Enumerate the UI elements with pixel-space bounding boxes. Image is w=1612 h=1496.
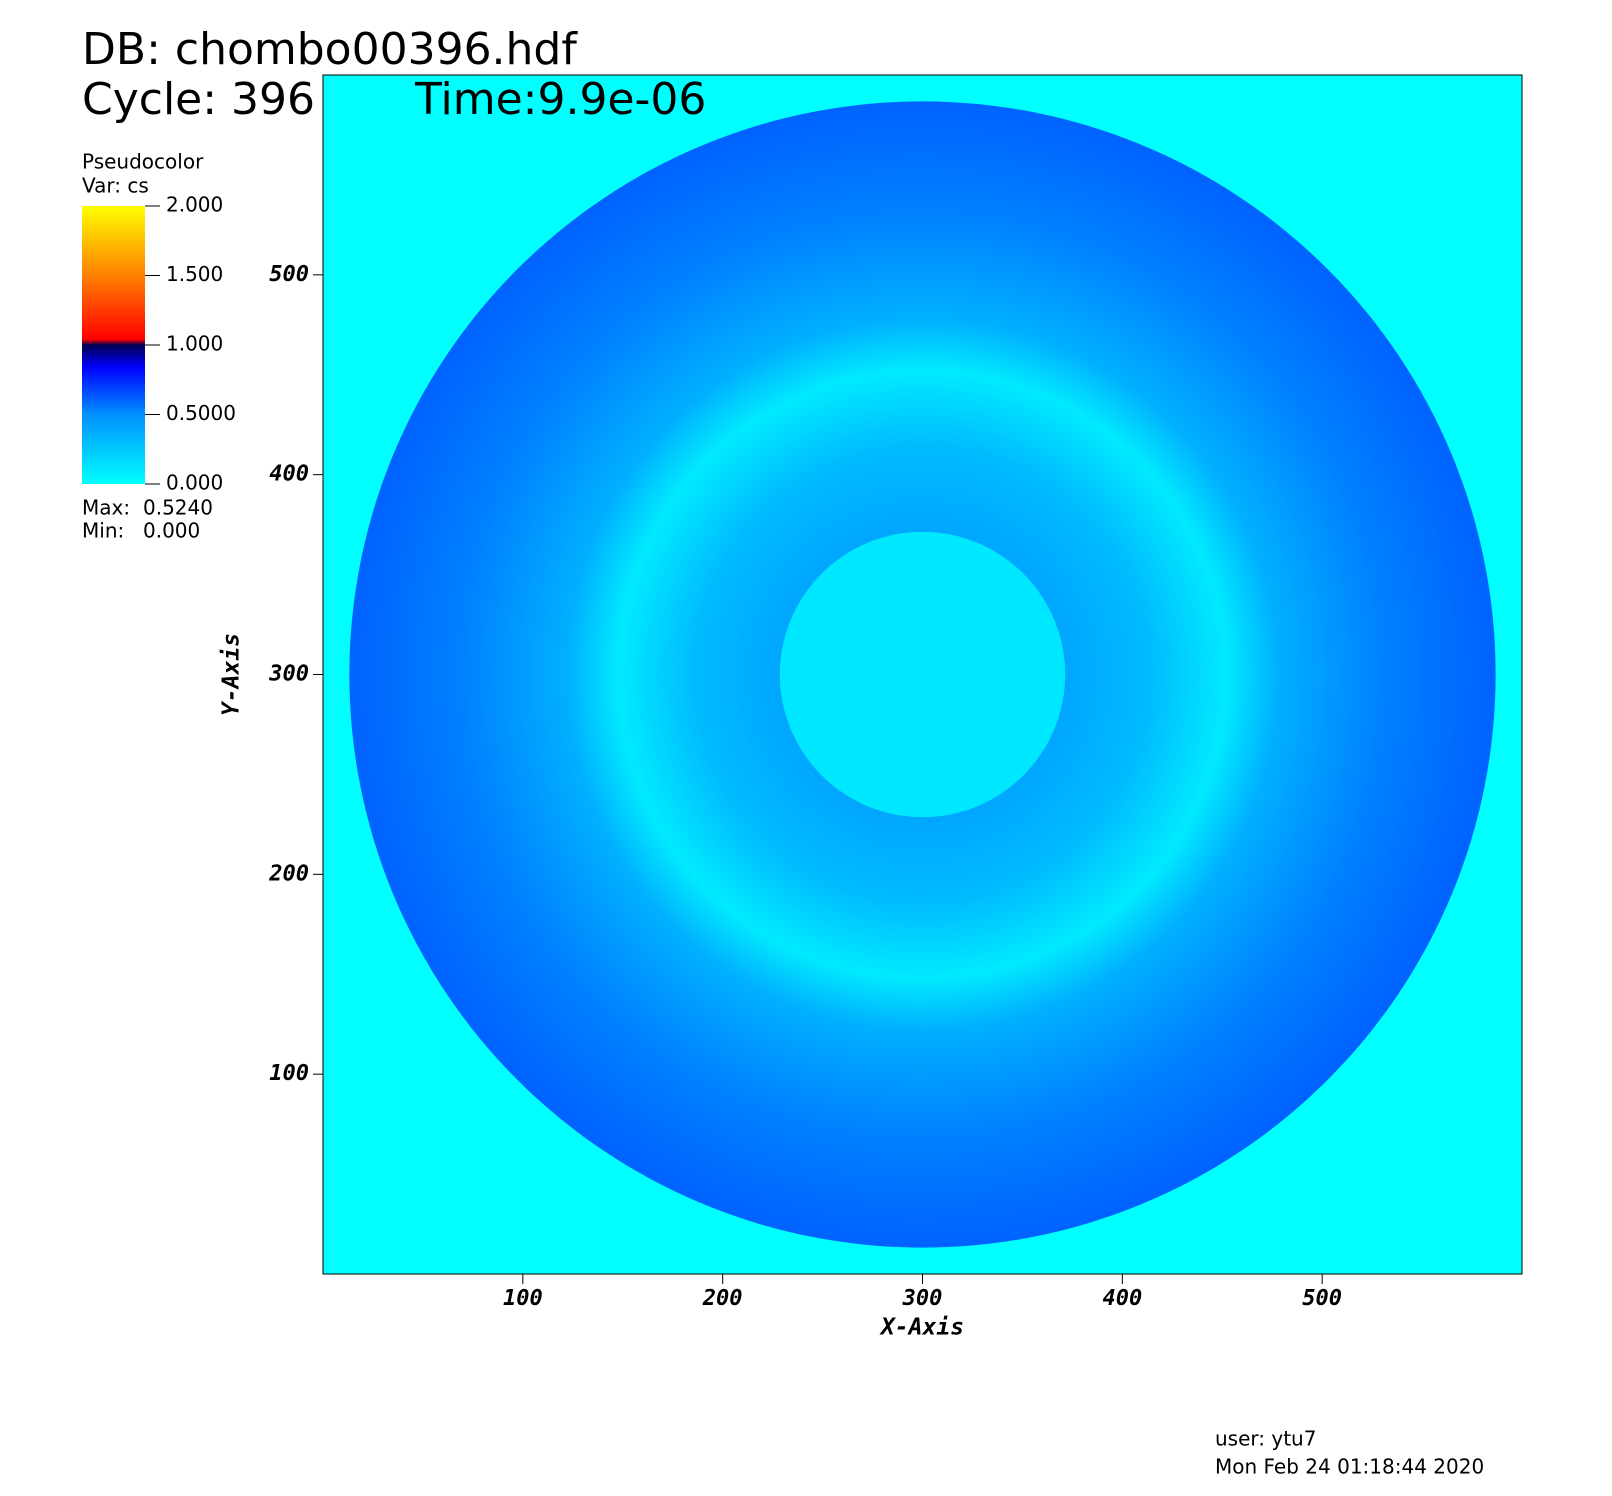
x-tick-label: 500	[1302, 1286, 1342, 1311]
colorbar-tick-label: 0.5000	[166, 401, 236, 425]
date: Mon Feb 24 01:18:44 2020	[1215, 1455, 1484, 1479]
cycle: Cycle: 396	[82, 74, 315, 125]
colorbar-tick-label: 0.000	[166, 471, 223, 495]
colorbar	[82, 206, 145, 484]
y-axis-label: Y-Axis	[219, 633, 245, 716]
db-title: DB: chombo00396.hdf	[82, 24, 578, 75]
y-tick-label: 400	[269, 462, 309, 487]
user: user: ytu7	[1215, 1427, 1316, 1451]
y-tick-label: 100	[269, 1061, 309, 1086]
x-tick-label: 300	[902, 1286, 943, 1311]
y-tick-label: 300	[268, 662, 309, 687]
plot-field	[322, 74, 1523, 1275]
legend-title: Pseudocolor	[82, 150, 204, 174]
min-caption: Min:	[82, 519, 124, 543]
y-tick-label: 200	[268, 861, 309, 886]
max-value: 0.5240	[143, 496, 213, 520]
colorbar-tick-label: 1.500	[166, 262, 223, 286]
min-value: 0.000	[143, 519, 200, 543]
colorbar-tick-label: 1.000	[166, 332, 223, 356]
x-tick-label: 100	[503, 1286, 543, 1311]
legend-var: Var: cs	[82, 174, 149, 198]
max-caption: Max:	[82, 496, 130, 520]
x-axis-label: X-Axis	[879, 1315, 964, 1341]
x-tick-label: 400	[1102, 1286, 1142, 1311]
y-tick-label: 500	[269, 262, 309, 287]
time: Time:9.9e-06	[414, 74, 706, 125]
x-tick-label: 200	[702, 1286, 743, 1311]
inner-disk	[779, 531, 1066, 818]
colorbar-tick-label: 2.000	[166, 193, 223, 217]
